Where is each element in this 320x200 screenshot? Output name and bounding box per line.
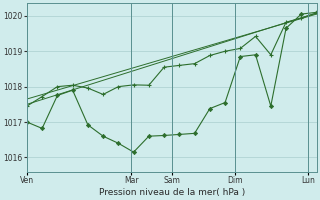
X-axis label: Pression niveau de la mer( hPa ): Pression niveau de la mer( hPa )	[99, 188, 245, 197]
